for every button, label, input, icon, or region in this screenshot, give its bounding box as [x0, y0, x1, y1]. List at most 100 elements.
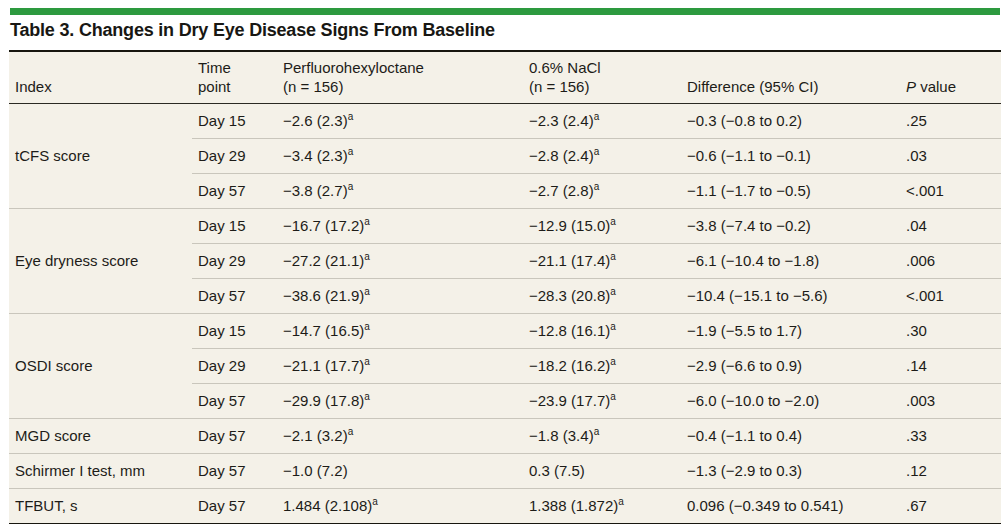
- footnote-marker: a: [364, 356, 370, 367]
- index-cell: TFBUT, s: [9, 489, 192, 524]
- time-cell: Day 15: [192, 314, 277, 349]
- footnote-marker: a: [610, 286, 616, 297]
- difference-cell: −0.6 (−1.1 to −0.1): [681, 139, 900, 174]
- p-value-cell: <.001: [900, 174, 1001, 209]
- drug-value-cell: −21.1 (17.7)a: [277, 349, 523, 384]
- drug-value-cell: −38.6 (21.9)a: [277, 279, 523, 314]
- control-value-cell: −12.8 (16.1)a: [523, 314, 681, 349]
- p-value-cell: .25: [900, 104, 1001, 139]
- drug-value-cell: −1.0 (7.2): [277, 454, 523, 489]
- control-value-cell: 0.3 (7.5): [523, 454, 681, 489]
- control-value-cell: 1.388 (1.872)a: [523, 489, 681, 524]
- difference-cell: −10.4 (−15.1 to −5.6): [681, 279, 900, 314]
- column-header-control: 0.6% NaCl (n = 156): [523, 51, 681, 104]
- table-row: TFBUT, sDay 571.484 (2.108)a1.388 (1.872…: [9, 489, 1001, 524]
- footnote-marker: a: [348, 111, 354, 122]
- column-header-difference: Difference (95% CI): [681, 51, 900, 104]
- drug-value-cell: −16.7 (17.2)a: [277, 209, 523, 244]
- column-header-drug: Perfluorohexyloctane (n = 156): [277, 51, 523, 104]
- footnote-marker: a: [364, 391, 370, 402]
- index-cell: MGD score: [9, 419, 192, 454]
- time-cell: Day 57: [192, 419, 277, 454]
- time-cell: Day 29: [192, 349, 277, 384]
- index-cell: OSDI score: [9, 314, 192, 419]
- table-row: Eye dryness scoreDay 15−16.7 (17.2)a−12.…: [9, 209, 1001, 244]
- drug-value-cell: 1.484 (2.108)a: [277, 489, 523, 524]
- p-value-cell: .30: [900, 314, 1001, 349]
- difference-cell: −0.3 (−0.8 to 0.2): [681, 104, 900, 139]
- footnote-marker: a: [594, 181, 600, 192]
- time-cell: Day 57: [192, 384, 277, 419]
- p-value-italic: P: [906, 78, 916, 95]
- time-cell: Day 15: [192, 209, 277, 244]
- difference-cell: −1.9 (−5.5 to 1.7): [681, 314, 900, 349]
- control-value-cell: −1.8 (3.4)a: [523, 419, 681, 454]
- p-value-cell: .006: [900, 244, 1001, 279]
- data-table: Index Time point Perfluorohexyloctane (n…: [9, 50, 1001, 524]
- control-value-cell: −12.9 (15.0)a: [523, 209, 681, 244]
- column-header-index: Index: [9, 51, 192, 104]
- footnote-marker: a: [372, 496, 378, 507]
- difference-cell: −2.9 (−6.6 to 0.9): [681, 349, 900, 384]
- footnote-marker: a: [348, 181, 354, 192]
- footnote-marker: a: [610, 391, 616, 402]
- table-row: Schirmer I test, mmDay 57−1.0 (7.2)0.3 (…: [9, 454, 1001, 489]
- table-header: Index Time point Perfluorohexyloctane (n…: [9, 51, 1001, 104]
- table-wrap: Index Time point Perfluorohexyloctane (n…: [9, 50, 1001, 524]
- index-cell: tCFS score: [9, 104, 192, 209]
- p-value-cell: <.001: [900, 279, 1001, 314]
- p-value-cell: .33: [900, 419, 1001, 454]
- control-value-cell: −28.3 (20.8)a: [523, 279, 681, 314]
- table-row: tCFS scoreDay 15−2.6 (2.3)a−2.3 (2.4)a−0…: [9, 104, 1001, 139]
- p-value-cell: .67: [900, 489, 1001, 524]
- p-value-cell: .03: [900, 139, 1001, 174]
- footnote-marker: a: [610, 251, 616, 262]
- page: Table 3. Changes in Dry Eye Disease Sign…: [0, 0, 1008, 524]
- difference-cell: 0.096 (−0.349 to 0.541): [681, 489, 900, 524]
- index-cell: Schirmer I test, mm: [9, 454, 192, 489]
- column-header-p-value: P value: [900, 51, 1001, 104]
- table-row: OSDI scoreDay 15−14.7 (16.5)a−12.8 (16.1…: [9, 314, 1001, 349]
- difference-cell: −1.3 (−2.9 to 0.3): [681, 454, 900, 489]
- footnote-marker: a: [348, 146, 354, 157]
- control-value-cell: −2.7 (2.8)a: [523, 174, 681, 209]
- footnote-marker: a: [610, 321, 616, 332]
- p-value-rest: value: [920, 78, 956, 95]
- difference-cell: −6.1 (−10.4 to −1.8): [681, 244, 900, 279]
- footnote-marker: a: [618, 496, 624, 507]
- control-value-cell: −23.9 (17.7)a: [523, 384, 681, 419]
- drug-value-cell: −2.6 (2.3)a: [277, 104, 523, 139]
- footnote-marker: a: [594, 146, 600, 157]
- difference-cell: −3.8 (−7.4 to −0.2): [681, 209, 900, 244]
- table-row: MGD scoreDay 57−2.1 (3.2)a−1.8 (3.4)a−0.…: [9, 419, 1001, 454]
- accent-bar: [10, 8, 1000, 15]
- time-cell: Day 57: [192, 454, 277, 489]
- index-cell: Eye dryness score: [9, 209, 192, 314]
- footnote-marker: a: [364, 321, 370, 332]
- drug-value-cell: −2.1 (3.2)a: [277, 419, 523, 454]
- control-value-cell: −18.2 (16.2)a: [523, 349, 681, 384]
- p-value-cell: .14: [900, 349, 1001, 384]
- footnote-marker: a: [348, 426, 354, 437]
- time-cell: Day 57: [192, 489, 277, 524]
- footnote-marker: a: [364, 251, 370, 262]
- header-row: Index Time point Perfluorohexyloctane (n…: [9, 51, 1001, 104]
- drug-value-cell: −29.9 (17.8)a: [277, 384, 523, 419]
- time-cell: Day 57: [192, 174, 277, 209]
- table-title: Table 3. Changes in Dry Eye Disease Sign…: [10, 20, 495, 41]
- p-value-cell: .04: [900, 209, 1001, 244]
- p-value-cell: .003: [900, 384, 1001, 419]
- footnote-marker: a: [364, 286, 370, 297]
- footnote-marker: a: [610, 356, 616, 367]
- drug-value-cell: −3.8 (2.7)a: [277, 174, 523, 209]
- table-body: tCFS scoreDay 15−2.6 (2.3)a−2.3 (2.4)a−0…: [9, 104, 1001, 524]
- control-value-cell: −2.3 (2.4)a: [523, 104, 681, 139]
- footnote-marker: a: [610, 216, 616, 227]
- time-cell: Day 29: [192, 139, 277, 174]
- time-cell: Day 57: [192, 279, 277, 314]
- footnote-marker: a: [364, 216, 370, 227]
- drug-value-cell: −27.2 (21.1)a: [277, 244, 523, 279]
- drug-value-cell: −14.7 (16.5)a: [277, 314, 523, 349]
- time-cell: Day 15: [192, 104, 277, 139]
- drug-value-cell: −3.4 (2.3)a: [277, 139, 523, 174]
